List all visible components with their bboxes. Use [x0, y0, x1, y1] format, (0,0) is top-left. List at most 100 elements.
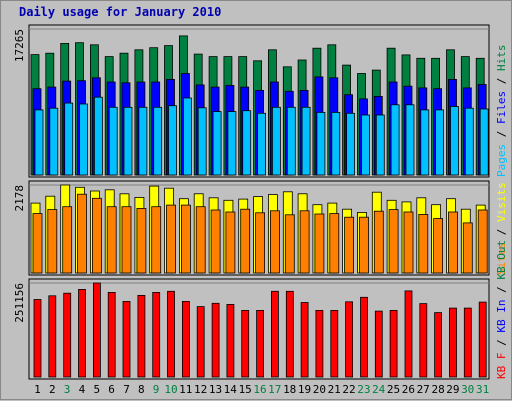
- bar-pages: [242, 110, 252, 176]
- bar-sites: [225, 211, 236, 274]
- bar-pages: [257, 112, 267, 176]
- legend-label: KB F / KB In / KB Out: [495, 240, 508, 379]
- bar-pages: [271, 106, 281, 176]
- x-tick-label: 28: [431, 383, 444, 396]
- bar-pages: [168, 105, 177, 176]
- x-tick-label: 5: [93, 383, 100, 396]
- bar-pages: [123, 106, 133, 176]
- x-tick-label: 2: [49, 383, 56, 396]
- x-tick-label: 4: [79, 383, 86, 396]
- bar-sites: [359, 216, 369, 274]
- y-max-label: 17265: [13, 29, 26, 62]
- legend-separator: /: [495, 71, 508, 91]
- bar-sites: [314, 213, 325, 274]
- bar-pages: [212, 111, 222, 176]
- x-tick-label: 17: [268, 383, 281, 396]
- bar-kb-in: [63, 292, 72, 378]
- legend-separator: /: [495, 222, 508, 242]
- bar-kb-in: [404, 290, 413, 378]
- bar-pages: [34, 109, 44, 176]
- bar-kb-in: [122, 300, 131, 378]
- bar-pages: [450, 106, 459, 176]
- bar-sites: [284, 214, 295, 274]
- bar-sites: [47, 209, 58, 274]
- bar-sites: [403, 211, 414, 274]
- bar-pages: [316, 112, 326, 176]
- bar-pages: [49, 107, 59, 176]
- bar-pages: [464, 107, 474, 176]
- bar-kb-in: [48, 295, 57, 378]
- x-tick-label: 31: [476, 383, 489, 396]
- bar-kb-in: [389, 309, 398, 378]
- bar-sites: [210, 209, 221, 274]
- x-tick-label: 18: [283, 383, 296, 396]
- legend-series: Sites: [495, 242, 508, 275]
- x-tick-label: 19: [298, 383, 311, 396]
- bar-kb-in: [241, 309, 250, 378]
- x-tick-label: 8: [138, 383, 145, 396]
- bar-pages: [94, 96, 103, 176]
- legend-label: Pages / Files / Hits: [495, 45, 508, 178]
- bar-sites: [92, 197, 102, 274]
- x-tick-label: 29: [446, 383, 459, 396]
- x-tick-label: 24: [372, 383, 386, 396]
- bar-sites: [462, 222, 473, 274]
- bar-kb-in: [226, 303, 235, 378]
- bar-pages: [435, 109, 445, 176]
- bar-pages: [420, 109, 430, 176]
- x-tick-label: 20: [313, 383, 326, 396]
- legend-separator: /: [495, 124, 508, 144]
- bar-sites: [477, 209, 488, 274]
- bar-pages: [79, 103, 88, 176]
- bar-kb-in: [463, 307, 472, 378]
- legend-series: KB Out: [495, 240, 508, 280]
- legend-separator: /: [495, 280, 508, 300]
- bar-sites: [151, 206, 162, 274]
- bar-kb-in: [137, 294, 146, 378]
- x-tick-label: 27: [417, 383, 430, 396]
- legend-separator: /: [495, 333, 508, 353]
- x-tick-label: 30: [461, 383, 474, 396]
- bar-pages: [64, 102, 74, 176]
- x-tick-label: 3: [64, 383, 71, 396]
- bar-sites: [62, 206, 73, 274]
- x-tick-label: 14: [224, 383, 238, 396]
- x-tick-label: 15: [239, 383, 252, 396]
- x-tick-label: 22: [342, 383, 355, 396]
- bar-pages: [182, 97, 192, 176]
- legend-series: Hits: [495, 45, 508, 72]
- bar-sites: [180, 204, 191, 274]
- x-tick-label: 25: [387, 383, 400, 396]
- x-tick-label: 7: [123, 383, 130, 396]
- legend-label: Sites / Visits: [495, 182, 508, 275]
- legend-series: KB In: [495, 300, 508, 333]
- bar-pages: [375, 114, 385, 176]
- bar-pages: [153, 106, 163, 176]
- x-tick-label: 10: [164, 383, 177, 396]
- x-tick-label: 13: [209, 383, 222, 396]
- x-tick-label: 12: [194, 383, 207, 396]
- bar-sites: [448, 211, 458, 274]
- bar-pages: [331, 112, 341, 176]
- bar-kb-in: [181, 300, 190, 378]
- bar-kb-in: [360, 296, 368, 378]
- x-tick-label: 9: [153, 383, 160, 396]
- bar-sites: [373, 210, 384, 274]
- x-tick-label: 23: [357, 383, 370, 396]
- bar-sites: [433, 218, 444, 274]
- bar-sites: [106, 206, 117, 274]
- bar-kb-in: [478, 301, 487, 378]
- y-max-label: 2178: [13, 185, 26, 212]
- bar-pages: [361, 114, 370, 176]
- bar-pages: [286, 106, 296, 176]
- x-tick-label: 16: [253, 383, 266, 396]
- bar-kb-in: [374, 310, 383, 378]
- bar-kb-in: [270, 290, 279, 378]
- bar-sites: [195, 206, 206, 274]
- bar-kb-in: [33, 299, 42, 378]
- bar-sites: [344, 216, 355, 274]
- bar-kb-in: [211, 302, 220, 378]
- bar-kb-in: [152, 291, 161, 378]
- bar-pages: [108, 106, 118, 176]
